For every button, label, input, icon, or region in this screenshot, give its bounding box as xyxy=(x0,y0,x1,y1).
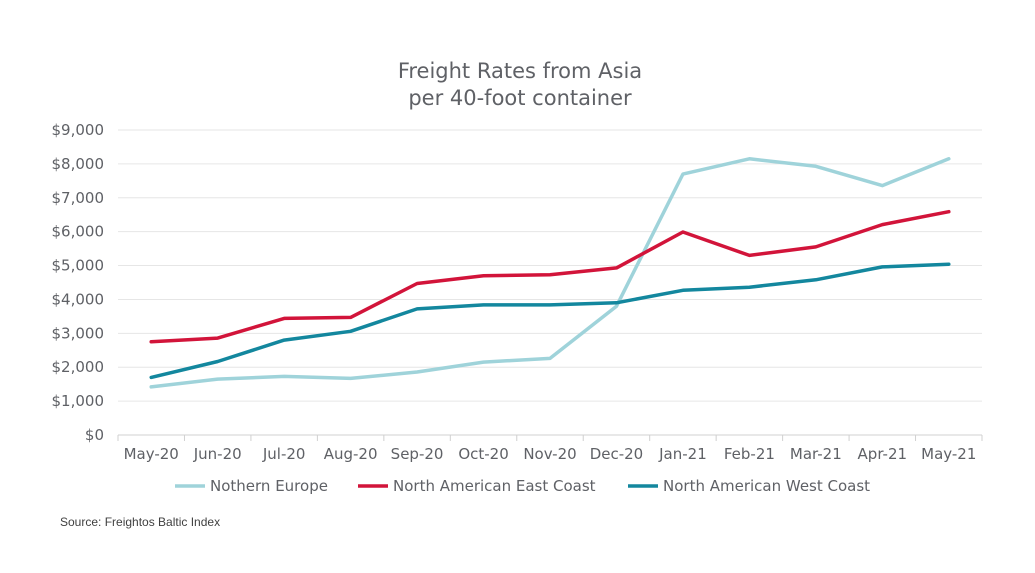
x-tick-label: Oct-20 xyxy=(458,445,508,463)
series-line xyxy=(149,157,951,389)
y-tick-label: $8,000 xyxy=(52,155,105,173)
y-tick-label: $3,000 xyxy=(52,324,105,342)
series-lines xyxy=(149,157,951,389)
y-tick-label: $0 xyxy=(85,426,104,444)
y-tick-label: $6,000 xyxy=(52,223,105,241)
x-tick-label: Mar-21 xyxy=(790,445,842,463)
legend-label: North American East Coast xyxy=(393,477,596,495)
y-tick-label: $4,000 xyxy=(52,290,105,308)
y-tick-label: $5,000 xyxy=(52,257,105,275)
series-line xyxy=(149,209,951,344)
x-tick-label: Sep-20 xyxy=(391,445,444,463)
gridlines xyxy=(118,129,982,402)
chart-title: Freight Rates from Asia xyxy=(398,59,642,83)
x-tick-label: May-21 xyxy=(921,445,976,463)
y-tick-label: $9,000 xyxy=(52,121,105,139)
legend-label: Nothern Europe xyxy=(210,477,328,495)
x-tick-label: Jul-20 xyxy=(262,445,306,463)
y-tick-label: $1,000 xyxy=(52,392,105,410)
x-tick-label: Feb-21 xyxy=(724,445,775,463)
y-tick-label: $2,000 xyxy=(52,358,105,376)
x-tick-label: May-20 xyxy=(124,445,179,463)
source-note: Source: Freightos Baltic Index xyxy=(60,515,220,529)
x-tick-label: Jun-20 xyxy=(193,445,242,463)
x-tick-label: Dec-20 xyxy=(590,445,644,463)
y-tick-label: $7,000 xyxy=(52,189,105,207)
x-tick-label: Nov-20 xyxy=(523,445,576,463)
legend: Nothern Europe North American East Coast N… xyxy=(175,477,870,495)
legend-label: North American West Coast xyxy=(663,477,870,495)
chart-subtitle: per 40-foot container xyxy=(408,86,632,110)
x-tick-label: Apr-21 xyxy=(858,445,908,463)
y-axis: $0 $1,000 $2,000 $3,000 $4,000 $5,000 $6,000 $7… xyxy=(52,121,105,444)
x-axis: May-20 Jun-20 Jul-20 Aug-20 Sep-20 Oct-20 Nov-… xyxy=(117,434,983,463)
x-tick-label: Jan-21 xyxy=(658,445,707,463)
series-line xyxy=(149,262,951,380)
x-tick-label: Aug-20 xyxy=(324,445,378,463)
